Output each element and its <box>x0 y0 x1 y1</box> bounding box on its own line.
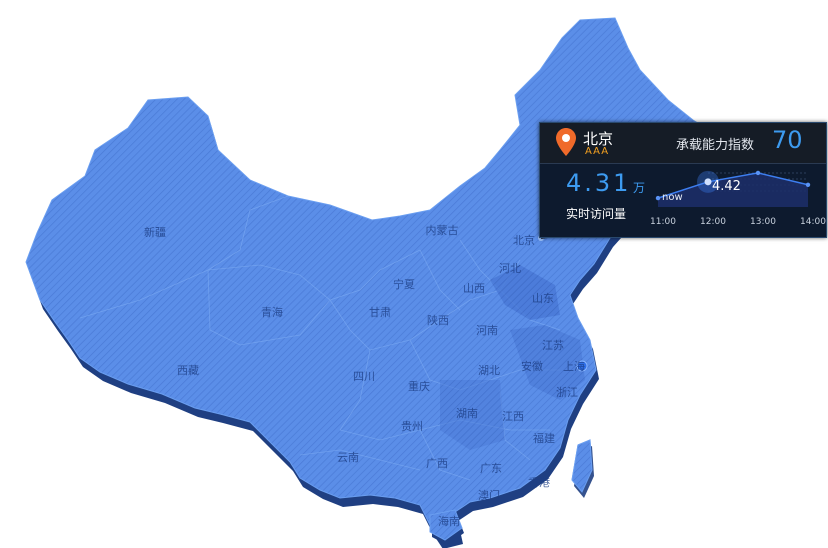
city-name: 北京 <box>583 130 614 148</box>
province-label-chongqing[interactable]: 重庆 <box>408 380 430 393</box>
sparkline-peak-label: 4.42 <box>712 179 741 194</box>
province-label-guizhou[interactable]: 贵州 <box>401 420 423 433</box>
province-label-hainan[interactable]: 海南 <box>438 515 460 528</box>
city-grade: AAA <box>585 146 610 157</box>
province-label-yunnan[interactable]: 云南 <box>337 451 359 464</box>
sparkline-point-2[interactable] <box>755 170 761 176</box>
province-hunan-shape <box>440 380 505 450</box>
province-label-zhejiang[interactable]: 浙江 <box>556 386 578 399</box>
province-shandong-shape <box>490 265 560 320</box>
province-label-beijing[interactable]: 北京 <box>513 234 535 247</box>
province-label-sichuan[interactable]: 四川 <box>353 370 375 383</box>
province-label-jiangsu[interactable]: 江苏 <box>542 339 564 352</box>
sparkline-now-label: now <box>662 192 683 203</box>
province-label-qinghai[interactable]: 青海 <box>261 306 283 319</box>
sparkline-tick-label: 13:00 <box>750 217 776 227</box>
province-label-xizang[interactable]: 西藏 <box>177 364 199 377</box>
province-label-shanghai[interactable]: 上海 <box>563 360 585 373</box>
sparkline-line <box>657 172 809 199</box>
sparkline-tick-label: 11:00 <box>650 217 676 227</box>
province-label-xianggang[interactable]: 香港 <box>528 476 550 489</box>
realtime-visits-label: 实时访问量 <box>566 207 627 221</box>
visits-sparkline <box>655 170 811 207</box>
hainan-shape <box>429 509 463 541</box>
sparkline-point-0[interactable] <box>655 195 661 201</box>
map-pin-icon <box>556 128 576 156</box>
capacity-index-label: 承载能力指数 <box>676 138 755 153</box>
province-label-neimenggu[interactable]: 内蒙古 <box>425 224 459 237</box>
province-label-xinjiang[interactable]: 新疆 <box>144 226 166 239</box>
tooltip-header <box>540 123 826 164</box>
city-tooltip[interactable]: 北京 AAA 承载能力指数 70 4.31 万 实时访问量 now 4.42 1… <box>539 122 827 238</box>
province-label-shandong[interactable]: 山东 <box>532 292 554 305</box>
province-label-anhui[interactable]: 安徽 <box>521 360 543 373</box>
province-jiangsu-shape <box>510 325 585 400</box>
province-label-hebei[interactable]: 河北 <box>499 262 521 275</box>
province-label-gansu[interactable]: 甘肃 <box>369 306 391 319</box>
province-label-hubei[interactable]: 湖北 <box>478 364 500 377</box>
province-label-fujian[interactable]: 福建 <box>533 432 555 445</box>
sparkline-tick-label: 14:00 <box>800 217 826 227</box>
province-label-shanxi[interactable]: 山西 <box>463 282 485 295</box>
mainland-outline <box>25 17 713 541</box>
sparkline-tick-label: 12:00 <box>700 217 726 227</box>
province-label-jiangxi[interactable]: 江西 <box>502 410 524 423</box>
sparkline-area <box>658 172 808 207</box>
shanghai-marker[interactable] <box>576 360 588 372</box>
sparkline-point-1[interactable] <box>704 178 712 186</box>
province-label-hunan[interactable]: 湖南 <box>456 407 478 420</box>
province-label-shaanxi[interactable]: 陕西 <box>427 314 449 327</box>
province-label-ningxia[interactable]: 宁夏 <box>393 278 415 291</box>
sparkline-point-3[interactable] <box>805 182 811 187</box>
realtime-visits-value: 4.31 <box>566 169 632 197</box>
capacity-index-value: 70 <box>772 126 803 154</box>
province-label-aomen[interactable]: 澳门 <box>478 489 500 502</box>
province-label-henan[interactable]: 河南 <box>476 324 498 337</box>
realtime-visits-unit: 万 <box>633 181 646 195</box>
province-label-guangdong[interactable]: 广东 <box>480 462 502 475</box>
province-label-guangxi[interactable]: 广西 <box>426 457 448 470</box>
